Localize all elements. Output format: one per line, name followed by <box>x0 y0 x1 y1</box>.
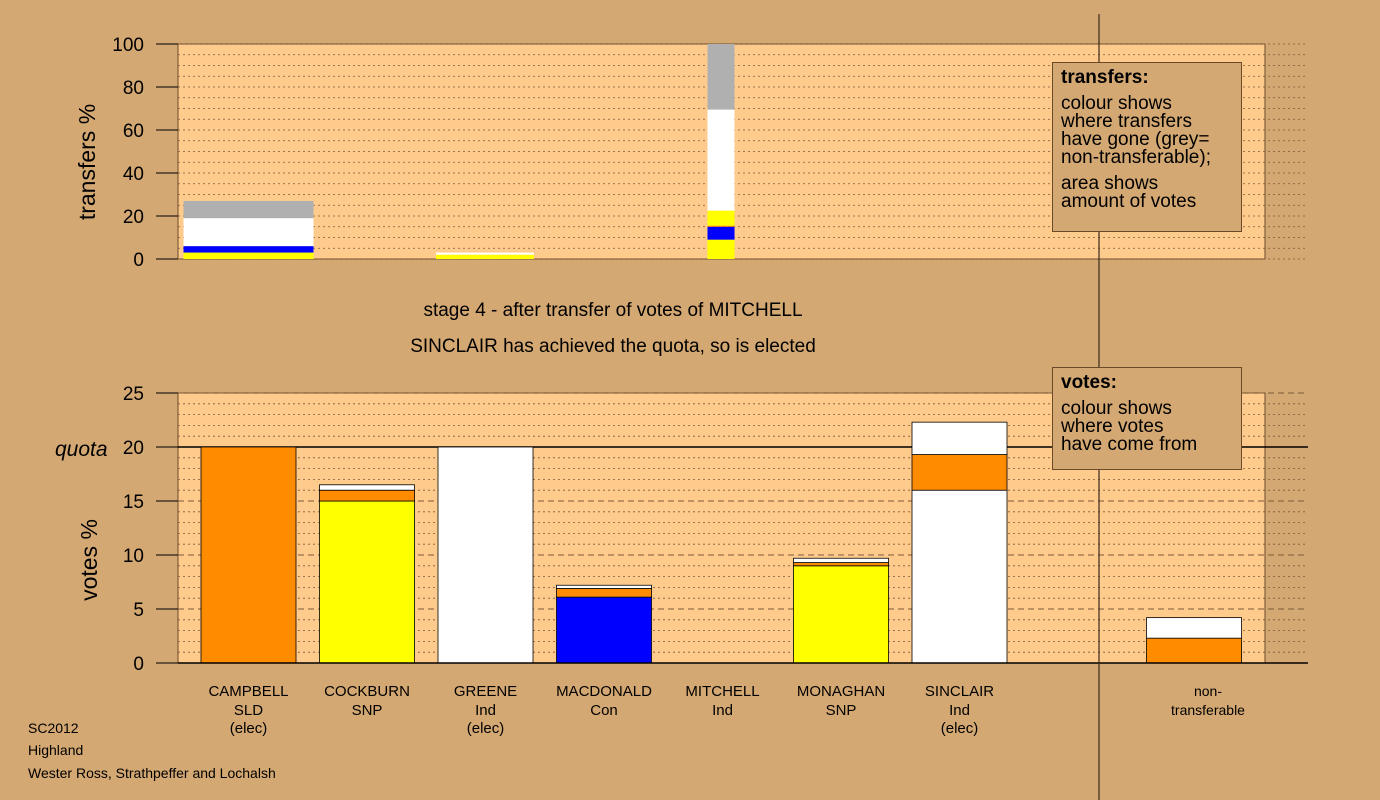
candidate-party: transferable <box>1171 702 1245 718</box>
votes-legend-line: have come from <box>1061 434 1198 455</box>
transfers-legend-line: colour shows <box>1061 93 1172 114</box>
footer-election: SC2012 <box>28 720 79 736</box>
transfer-segment <box>707 109 735 211</box>
transfers-legend-line: area shows <box>1061 173 1159 194</box>
candidate-name: CAMPBELL <box>208 683 288 700</box>
votes-tick-label: 15 <box>123 492 144 513</box>
transfers-tick-label: 20 <box>123 207 144 228</box>
vote-segment <box>200 446 297 664</box>
candidate-party: SLD <box>234 702 263 719</box>
vote-segment <box>1146 617 1242 639</box>
vote-segment <box>319 500 415 664</box>
candidate-name: COCKBURN <box>324 683 410 700</box>
votes-legend-line: where votes <box>1061 416 1164 437</box>
candidate-name: MACDONALD <box>556 683 652 700</box>
candidate-name: MITCHELL <box>685 683 759 700</box>
transfers-tick-label: 80 <box>123 78 144 99</box>
candidate-party: SNP <box>826 702 857 719</box>
vote-segment <box>319 484 415 491</box>
footer-ward: Wester Ross, Strathpeffer and Lochalsh <box>28 765 276 781</box>
candidate-party: Ind <box>949 702 970 719</box>
candidate-name: MONAGHAN <box>797 683 885 700</box>
candidate-party: Ind <box>712 702 733 719</box>
transfer-segment <box>707 226 735 240</box>
transfers-legend-line: non-transferable); <box>1061 147 1211 168</box>
vote-segment <box>911 489 1008 664</box>
vote-segment <box>911 454 1008 491</box>
stage-status: SINCLAIR has achieved the quota, so is e… <box>410 336 816 357</box>
votes-tick-label: 10 <box>123 546 144 567</box>
transfers-axis-label: transfers % <box>74 104 100 220</box>
footer-council: Highland <box>28 742 84 758</box>
votes-tick-label: 20 <box>123 438 144 459</box>
transfers-legend-title: transfers: <box>1061 67 1149 88</box>
vote-segment <box>556 584 652 589</box>
vote-segment <box>437 446 534 664</box>
votes-tick-label: 25 <box>123 384 144 405</box>
transfers-legend-line: where transfers <box>1061 111 1192 132</box>
votes-legend-title: votes: <box>1061 372 1117 393</box>
vote-segment <box>1146 637 1242 664</box>
transfer-segment <box>183 246 314 253</box>
candidate-name: non- <box>1194 683 1222 699</box>
quota-label: quota <box>55 438 108 461</box>
candidate-party: Con <box>590 702 618 719</box>
votes-tick-label: 5 <box>133 600 144 621</box>
transfer-segment <box>183 218 314 247</box>
vote-segment <box>911 421 1008 455</box>
transfer-segment <box>183 200 314 219</box>
candidate-party: Ind <box>475 702 496 719</box>
transfers-tick-label: 0 <box>133 250 144 271</box>
transfers-tick-label: 40 <box>123 164 144 185</box>
vote-segment <box>556 588 652 598</box>
transfer-segment <box>707 210 735 226</box>
vote-segment <box>793 557 889 563</box>
votes-axis-label: votes % <box>76 519 102 601</box>
candidate-status: (elec) <box>941 720 979 737</box>
transfer-segment <box>707 44 735 110</box>
votes-tick-label: 0 <box>133 654 144 675</box>
transfer-segment <box>183 252 314 259</box>
candidate-status: (elec) <box>230 720 268 737</box>
stage-title: stage 4 - after transfer of votes of MIT… <box>423 300 803 321</box>
transfers-legend-line: have gone (grey= <box>1061 129 1210 150</box>
transfers-legend-line: amount of votes <box>1061 191 1197 212</box>
candidate-party: SNP <box>352 702 383 719</box>
transfer-segment <box>707 225 735 227</box>
vote-segment <box>556 596 652 664</box>
transfers-legend: transfers: colour shows where transfers … <box>1052 62 1242 232</box>
transfer-segment <box>436 254 534 259</box>
candidate-name: SINCLAIR <box>925 683 994 700</box>
votes-legend: votes: colour shows where votes have com… <box>1052 367 1242 470</box>
vote-segment <box>793 562 889 567</box>
vote-segment <box>319 489 415 502</box>
candidate-name: GREENE <box>454 683 517 700</box>
transfer-segment <box>707 239 735 259</box>
transfers-tick-label: 100 <box>112 35 144 56</box>
vote-segment <box>793 565 889 664</box>
votes-legend-line: colour shows <box>1061 398 1172 419</box>
transfer-segment <box>436 252 534 255</box>
transfers-tick-label: 60 <box>123 121 144 142</box>
candidate-status: (elec) <box>467 720 505 737</box>
